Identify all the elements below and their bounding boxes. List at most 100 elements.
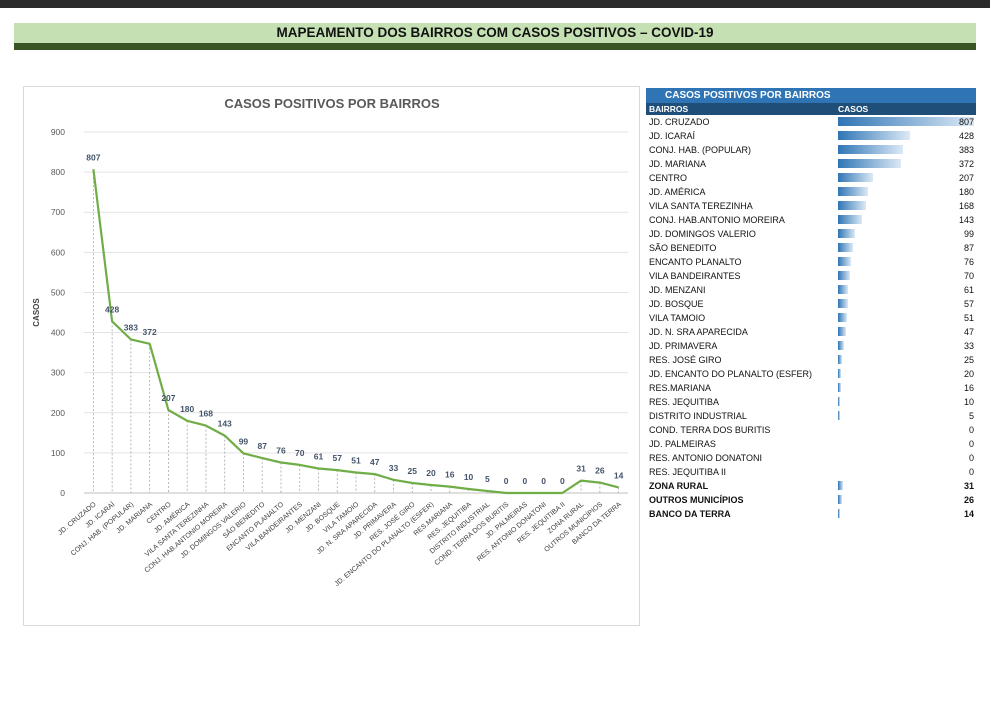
chart-title: CASOS POSITIVOS POR BAIRROS (224, 96, 440, 111)
table-row: JD. DOMINGOS VALERIO 99 (646, 227, 976, 241)
data-label: 372 (143, 327, 157, 337)
table-row: ENCANTO PLANALTO 76 (646, 255, 976, 269)
table-row: ZONA RURAL 31 (646, 479, 976, 493)
row-data-bar (838, 313, 847, 322)
data-label: 31 (576, 464, 586, 474)
row-name: BANCO DA TERRA (649, 509, 731, 519)
row-data-bar (838, 145, 903, 154)
table-row: COND. TERRA DOS BURITIS 0 (646, 423, 976, 437)
row-name: JD. PRIMAVERA (649, 341, 718, 351)
row-value: 372 (958, 159, 974, 169)
row-name: ENCANTO PLANALTO (649, 257, 742, 267)
row-value: 16 (963, 383, 974, 393)
data-label: 99 (239, 436, 249, 446)
row-data-bar (838, 509, 841, 518)
row-value: 33 (963, 341, 974, 351)
y-tick-label: 500 (51, 287, 65, 297)
row-name: JD. MARIANA (649, 159, 707, 169)
row-data-bar (838, 117, 974, 126)
row-name: JD. CRUZADO (649, 117, 710, 127)
row-data-bar (838, 271, 850, 280)
data-label: 807 (86, 152, 100, 162)
row-value: 70 (963, 271, 974, 281)
data-label: 16 (445, 470, 455, 480)
y-tick-label: 800 (51, 167, 65, 177)
row-name: COND. TERRA DOS BURITIS (649, 425, 771, 435)
row-data-bar (838, 257, 851, 266)
table-row: JD. ENCANTO DO PLANALTO (ESFER) 20 (646, 367, 976, 381)
row-data-bar (838, 383, 841, 392)
table-row: DISTRITO INDUSTRIAL 5 (646, 409, 976, 423)
row-value: 61 (963, 285, 974, 295)
row-data-bar (838, 481, 844, 490)
row-value: 31 (963, 481, 974, 491)
row-name: RES.MARIANA (649, 383, 712, 393)
table-title: CASOS POSITIVOS POR BAIRROS (646, 88, 976, 103)
row-value: 51 (963, 313, 974, 323)
row-value: 383 (958, 145, 974, 155)
table-row: JD. CRUZADO 807 (646, 115, 976, 129)
data-label: 25 (408, 466, 418, 476)
data-label: 70 (295, 448, 305, 458)
row-name: JD. MENZANI (649, 285, 706, 295)
row-value: 10 (963, 397, 974, 407)
row-data-bar (838, 229, 855, 238)
row-value: 0 (968, 439, 974, 449)
table-row: JD. MARIANA 372 (646, 157, 976, 171)
row-name: RES. JOSÉ GIRO (649, 355, 722, 365)
table-row: VILA TAMOIO 51 (646, 311, 976, 325)
table-row: RES. JEQUITIBA II 0 (646, 465, 976, 479)
y-axis-label: CASOS (32, 298, 41, 327)
data-label: 0 (560, 476, 565, 486)
table-row: JD. AMÉRICA 180 (646, 185, 976, 199)
row-name: SÃO BENEDITO (649, 243, 717, 253)
chart-svg: CASOS POSITIVOS POR BAIRROS0100200300400… (32, 96, 628, 588)
row-name: JD. PALMEIRAS (649, 439, 716, 449)
table-header: BAIRROS CASOS (646, 103, 976, 115)
table-row: JD. BOSQUE 57 (646, 297, 976, 311)
data-label: 383 (124, 322, 138, 332)
row-name: CENTRO (649, 173, 687, 183)
data-label: 47 (370, 457, 380, 467)
data-label: 14 (614, 470, 624, 480)
data-label: 76 (276, 446, 286, 456)
banner-strip (14, 43, 976, 50)
row-value: 5 (968, 411, 974, 421)
row-data-bar (838, 159, 901, 168)
y-tick-label: 100 (51, 448, 65, 458)
table-row: JD. ICARAÍ 428 (646, 129, 976, 143)
data-label: 168 (199, 409, 213, 419)
table-body: JD. CRUZADO 807 JD. ICARAÍ 428 CONJ. HAB. (P… (646, 115, 976, 521)
row-name: RES. ANTONIO DONATONI (649, 453, 763, 463)
y-tick-label: 300 (51, 368, 65, 378)
data-label: 207 (161, 393, 175, 403)
row-value: 99 (963, 229, 974, 239)
row-name: RES. JEQUITIBA II (649, 467, 727, 477)
row-value: 25 (963, 355, 974, 365)
line-chart: CASOS POSITIVOS POR BAIRROS 0 100 200 300 400… (23, 86, 640, 626)
table-row: JD. PALMEIRAS 0 (646, 437, 976, 451)
row-value: 0 (968, 467, 974, 477)
row-value: 87 (963, 243, 974, 253)
y-tick-label: 0 (60, 488, 65, 498)
series-line (92, 169, 619, 495)
column-header-bairros: BAIRROS (649, 104, 689, 114)
row-name: JD. BOSQUE (649, 299, 704, 309)
row-name: JD. N. SRA APARECIDA (649, 327, 748, 337)
data-label: 20 (426, 468, 436, 478)
row-name: VILA SANTA TEREZINHA (649, 201, 753, 211)
row-data-bar (838, 285, 849, 294)
row-name: CONJ. HAB.ANTONIO MOREIRA (649, 215, 785, 225)
row-name: CONJ. HAB. (POPULAR) (649, 145, 752, 155)
data-label: 26 (595, 466, 605, 476)
table-row: VILA SANTA TEREZINHA 168 (646, 199, 976, 213)
column-header-casos: CASOS (838, 104, 869, 114)
data-label: 0 (541, 476, 546, 486)
row-name: DISTRITO INDUSTRIAL (649, 411, 747, 421)
row-name: ZONA RURAL (649, 481, 709, 491)
table-row: JD. PRIMAVERA 33 (646, 339, 976, 353)
table-row: RES. JOSÉ GIRO 25 (646, 353, 976, 367)
data-label: 5 (485, 474, 490, 484)
row-data-bar (838, 355, 843, 364)
row-value: 168 (958, 201, 974, 211)
